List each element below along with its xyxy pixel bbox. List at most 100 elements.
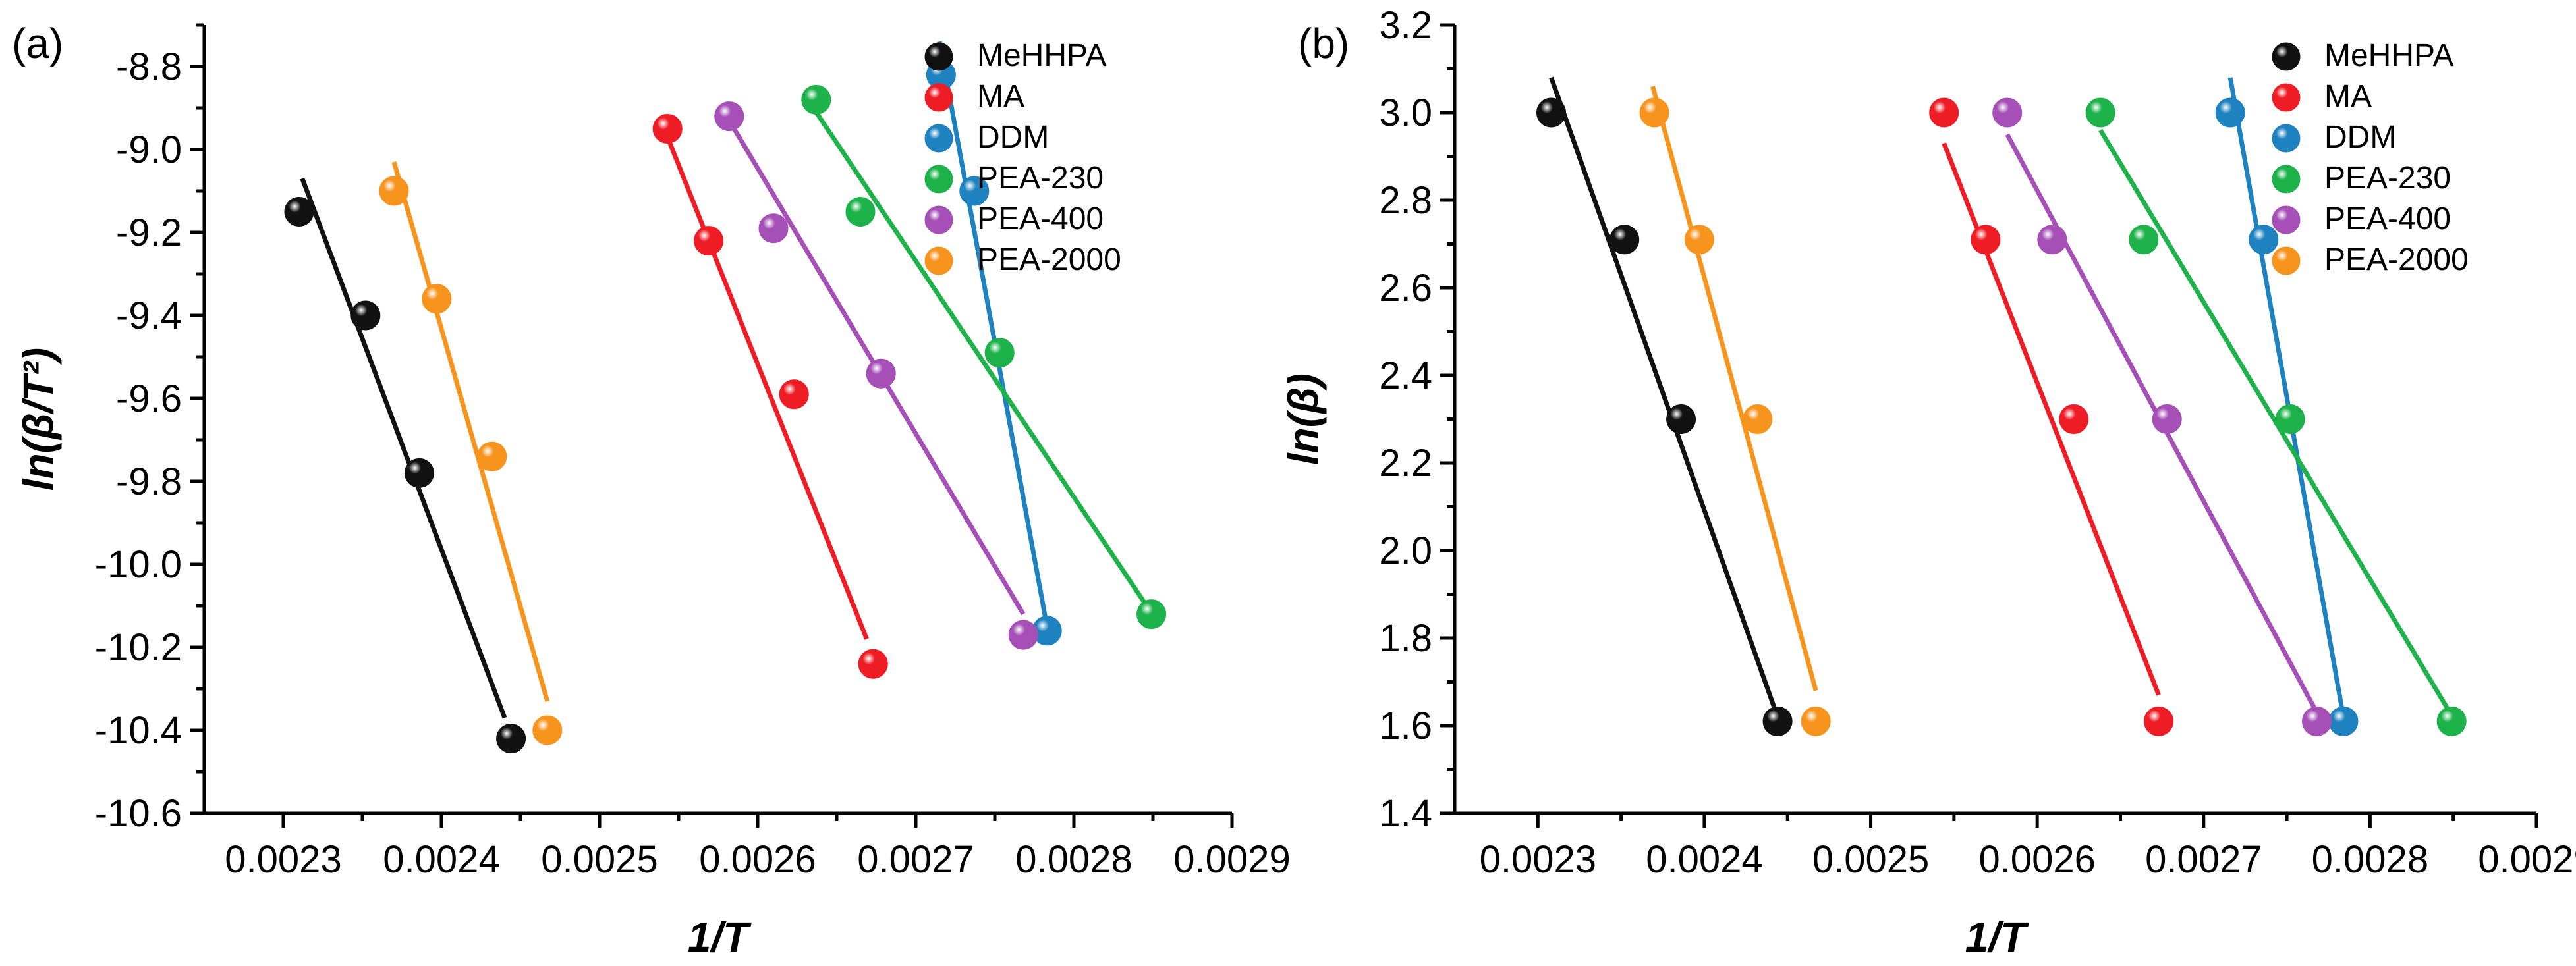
legend-marker-ddm: [2272, 124, 2301, 153]
legend-marker-mehhpa: [924, 42, 953, 71]
x-tick-label: 0.0025: [541, 838, 658, 881]
data-point-ddm: [2249, 225, 2279, 255]
fit-line-pea-230: [2098, 128, 2452, 714]
chart-panel-a: (a) 0.0023 0.0024 0.0025 0.0026 0.0027 0.0028 0…: [12, 20, 1291, 961]
x-tick-label: 0.0026: [1978, 838, 2095, 881]
data-point-ma: [2144, 706, 2174, 736]
x-tick-label: 0.0025: [1812, 838, 1929, 881]
data-point-ma: [694, 226, 724, 256]
y-tick-label: -8.8: [116, 45, 182, 88]
fit-line-ddm: [937, 41, 1050, 628]
data-point-pea-230: [2275, 404, 2305, 434]
data-point-mehhpa: [1536, 97, 1567, 128]
data-point-mehhpa: [404, 458, 434, 488]
x-tick-label: 0.0024: [383, 838, 499, 881]
y-tick-label: -10.0: [95, 543, 182, 586]
x-axis-title: 1/T: [688, 913, 752, 961]
data-point-ma: [1929, 97, 1959, 128]
data-point-pea-2000: [532, 715, 563, 745]
data-point-pea-400: [866, 358, 896, 389]
panel-label: (b): [1298, 20, 1349, 67]
x-tick-label: 0.0027: [857, 838, 974, 881]
legend-label-ddm: DDM: [2324, 120, 2396, 155]
data-point-pea-230: [801, 84, 831, 115]
fit-line-pea-230: [814, 111, 1149, 607]
data-point-pea-2000: [1801, 706, 1831, 736]
x-tick-label: 0.0027: [2145, 838, 2262, 881]
series-ma: [665, 136, 869, 640]
legend: MeHHPA MA DDM PEA-230 PEA-400 PEA-2000: [2272, 38, 2469, 277]
x-axis-title: 1/T: [1965, 913, 2029, 961]
data-point-pea-400: [1992, 97, 2023, 128]
legend-marker-ma: [2272, 83, 2301, 112]
data-point-ddm: [2215, 97, 2245, 128]
series-pea-2000: [391, 161, 550, 702]
data-point-pea-2000: [477, 441, 507, 471]
series-ddm: [937, 41, 1050, 628]
data-point-pea-400: [2152, 404, 2182, 434]
y-tick-label: 2.0: [1379, 529, 1432, 572]
legend-marker-mehhpa: [2272, 42, 2301, 71]
data-point-pea-2000: [1684, 225, 1714, 255]
data-point-pea-230: [2085, 97, 2115, 128]
data-point-mehhpa: [1610, 225, 1640, 255]
series-pea-230: [814, 111, 1149, 607]
x-tick-label: 0.0028: [1015, 838, 1132, 881]
data-point-pea-400: [1008, 620, 1038, 650]
data-point-pea-400: [2037, 225, 2067, 255]
legend-marker-pea-400: [924, 205, 953, 234]
legend-label-pea-2000: PEA-2000: [2324, 242, 2469, 277]
legend-marker-pea-230: [2272, 165, 2301, 194]
legend-label-ma: MA: [977, 79, 1024, 114]
legend-marker-pea-230: [924, 165, 953, 194]
x-tick-label: 0.0023: [1480, 838, 1596, 881]
series-mehhpa: [300, 177, 507, 719]
legend-label-pea-2000: PEA-2000: [977, 242, 1121, 277]
x-tick-label: 0.0029: [2478, 838, 2576, 881]
legend-label-mehhpa: MeHHPA: [977, 38, 1106, 73]
data-point-mehhpa: [350, 300, 381, 331]
y-tick-label: 3.2: [1379, 4, 1432, 47]
y-tick-label: -9.0: [116, 128, 182, 171]
fit-line-ddm: [2227, 77, 2346, 718]
x-tick-label: 0.0026: [699, 838, 816, 881]
data-point-pea-230: [845, 197, 876, 227]
y-tick-label: 2.2: [1379, 442, 1432, 485]
y-tick-label: 3.0: [1379, 92, 1432, 134]
data-point-pea-2000: [1743, 404, 1773, 434]
data-point-mehhpa: [1762, 706, 1793, 736]
y-tick-label: -9.2: [116, 211, 182, 254]
data-point-pea-230: [2436, 706, 2467, 736]
fit-line-mehhpa: [1549, 76, 1780, 718]
y-tick-label: 2.4: [1379, 354, 1432, 397]
legend-label-pea-400: PEA-400: [977, 201, 1104, 236]
data-point-pea-2000: [422, 284, 452, 314]
data-point-ma: [652, 114, 683, 144]
legend-label-ddm: DDM: [977, 120, 1049, 155]
data-point-pea-230: [984, 338, 1015, 368]
fit-line-pea-2000: [391, 161, 550, 702]
panel-label: (a): [12, 20, 63, 67]
legend-marker-pea-400: [2272, 205, 2301, 234]
series-pea-2000: [1650, 86, 1818, 691]
y-tick-label: 1.4: [1379, 792, 1432, 835]
fit-line-ma: [665, 136, 869, 640]
legend-marker-ma: [924, 83, 953, 112]
legend-label-ma: MA: [2324, 79, 2372, 114]
y-tick-label: 1.8: [1379, 617, 1432, 660]
y-tick-label: -9.6: [116, 377, 182, 420]
legend-label-pea-230: PEA-230: [2324, 161, 2451, 196]
data-point-mehhpa: [1666, 404, 1696, 434]
legend-marker-pea-2000: [924, 246, 953, 275]
x-tick-label: 0.0029: [1173, 838, 1290, 881]
legend-label-mehhpa: MeHHPA: [2324, 38, 2453, 73]
fit-line-mehhpa: [300, 177, 507, 719]
series-mehhpa: [1549, 76, 1780, 718]
legend-label-pea-230: PEA-230: [977, 161, 1104, 196]
y-tick-label: -10.2: [95, 626, 182, 669]
data-point-pea-230: [2129, 225, 2159, 255]
series-pea-230: [2098, 128, 2452, 714]
data-point-ma: [779, 379, 809, 410]
fit-line-pea-2000: [1650, 86, 1818, 691]
